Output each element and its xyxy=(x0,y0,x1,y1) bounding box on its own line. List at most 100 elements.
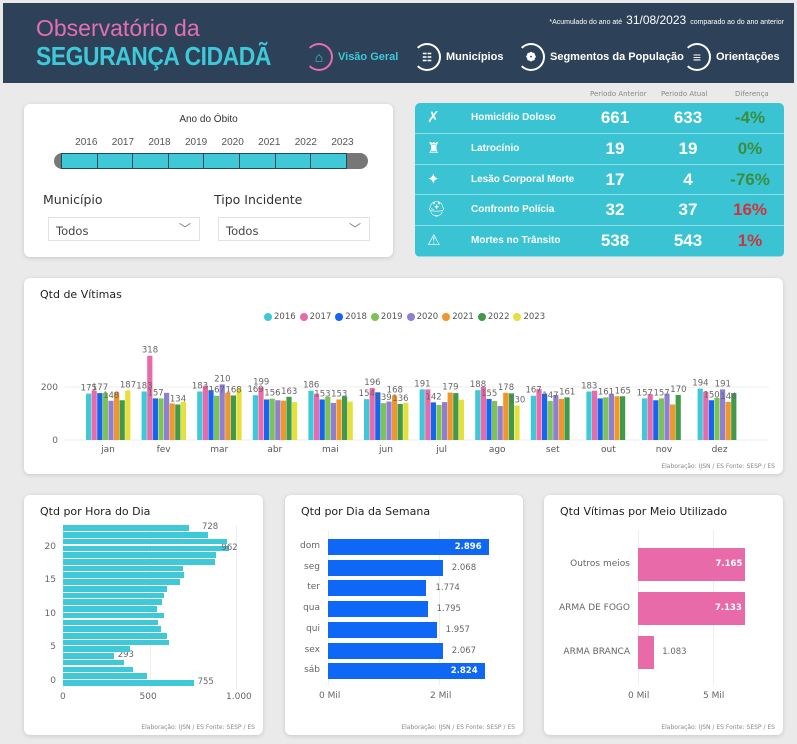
bar-2018-jan[interactable] xyxy=(97,393,103,440)
bar-hour-6[interactable] xyxy=(63,639,169,646)
bar-2023-jan[interactable] xyxy=(125,390,131,440)
nav-segmentos[interactable]: ❁ Segmentos da População xyxy=(517,41,684,73)
bar-2020-fev[interactable] xyxy=(164,392,170,440)
bar-hour-13[interactable] xyxy=(63,592,164,599)
bar-2017-out[interactable] xyxy=(592,390,598,440)
legend-item[interactable]: 2018 xyxy=(335,312,367,322)
bar-2016-jan[interactable] xyxy=(86,393,92,440)
bar-2022-out[interactable] xyxy=(620,396,626,440)
bar-2020-mar[interactable] xyxy=(219,384,225,440)
bar-2017-fev[interactable] xyxy=(147,355,153,440)
year-segment[interactable] xyxy=(238,153,276,169)
bar-2022-ago[interactable] xyxy=(508,393,514,440)
bar-2018-nov[interactable] xyxy=(653,400,659,440)
bar-2018-fev[interactable] xyxy=(152,398,158,440)
bar-2020-set[interactable] xyxy=(553,394,559,440)
bar-hour-15[interactable] xyxy=(63,579,180,585)
bar-2019-jun[interactable] xyxy=(380,403,386,440)
bar-2023-mai[interactable] xyxy=(347,401,353,440)
bar-2019-jan[interactable] xyxy=(102,392,108,440)
bar-2019-fev[interactable] xyxy=(158,398,164,440)
bar-ter[interactable] xyxy=(328,580,427,597)
bar-2016-ago[interactable] xyxy=(475,390,481,440)
bar-hour-0[interactable] xyxy=(63,680,194,686)
municipio-dropdown[interactable]: Todos ﹀ xyxy=(48,217,200,241)
bar-qui[interactable] xyxy=(328,621,437,638)
bar-hour-12[interactable] xyxy=(63,599,163,605)
bar-dom[interactable] xyxy=(328,539,489,555)
bar-hour-7[interactable] xyxy=(63,632,168,639)
legend-item[interactable]: 2016 xyxy=(264,312,296,322)
year-slider-segments[interactable] xyxy=(61,153,347,169)
bar-2021-mar[interactable] xyxy=(225,392,231,440)
bar-2018-mar[interactable] xyxy=(208,390,214,440)
bar-2016-out[interactable] xyxy=(586,391,592,440)
bar-sáb[interactable] xyxy=(328,663,485,680)
bar-2020-jul[interactable] xyxy=(442,402,448,440)
bar-2019-nov[interactable] xyxy=(658,398,664,440)
bar-2017-jul[interactable] xyxy=(425,389,431,440)
bar-2021-set[interactable] xyxy=(558,398,564,440)
nav-municipios[interactable]: ☷ Municípios xyxy=(413,41,503,73)
bar-2023-mar[interactable] xyxy=(236,388,242,440)
bar-2017-mar[interactable] xyxy=(202,385,208,440)
bar-2016-mai[interactable] xyxy=(308,390,314,440)
year-segment[interactable] xyxy=(61,153,98,169)
bar-qua[interactable] xyxy=(328,601,428,618)
bar-sex[interactable] xyxy=(328,642,443,659)
bar-2023-abr[interactable] xyxy=(292,402,298,440)
bar-meio[interactable] xyxy=(638,548,746,581)
bar-hour-8[interactable] xyxy=(63,626,162,632)
legend-item[interactable]: 2023 xyxy=(513,312,545,322)
year-segment[interactable] xyxy=(96,153,134,169)
kpi-row[interactable]: ✦ Lesão Corporal Morte 17 4 -76% xyxy=(415,165,784,196)
bar-hour-20[interactable] xyxy=(63,545,230,552)
bar-2018-ago[interactable] xyxy=(486,398,492,440)
legend-item[interactable]: 2022 xyxy=(477,312,509,322)
bar-2021-jan[interactable] xyxy=(114,392,120,440)
bar-2020-ago[interactable] xyxy=(497,406,503,440)
bar-2020-abr[interactable] xyxy=(275,400,281,440)
legend-item[interactable]: 2019 xyxy=(370,312,403,322)
bar-2022-dez[interactable] xyxy=(731,393,737,440)
bar-2022-mar[interactable] xyxy=(230,395,236,440)
bar-2018-set[interactable] xyxy=(542,393,548,440)
kpi-row[interactable]: ✗ Homicídio Doloso 661 633 -4% xyxy=(415,103,784,134)
bar-2021-jul[interactable] xyxy=(447,392,453,440)
bar-2023-jun[interactable] xyxy=(403,402,409,440)
bar-2021-ago[interactable] xyxy=(503,392,509,440)
legend-item[interactable]: 2020 xyxy=(406,312,438,322)
bar-hour-4[interactable] xyxy=(63,653,114,659)
year-segment[interactable] xyxy=(274,153,312,169)
bar-2022-mai[interactable] xyxy=(342,396,348,440)
bar-2017-jan[interactable] xyxy=(91,390,97,440)
bar-hour-18[interactable] xyxy=(63,559,215,565)
kpi-row[interactable]: ⛑ Confronto Polícia 32 37 16% xyxy=(415,195,784,227)
bar-2021-jun[interactable] xyxy=(392,395,398,440)
bar-2016-jun[interactable] xyxy=(364,399,370,440)
legend-item[interactable]: 2017 xyxy=(299,312,331,322)
bar-hour-2[interactable] xyxy=(63,666,133,673)
bar-2020-mai[interactable] xyxy=(330,402,336,440)
bar-2017-nov[interactable] xyxy=(647,394,653,440)
bar-hour-5[interactable] xyxy=(63,646,131,652)
bar-hour-23[interactable] xyxy=(63,525,189,532)
bar-2016-mar[interactable] xyxy=(197,391,203,440)
bar-2016-fev[interactable] xyxy=(141,391,147,440)
year-segment[interactable] xyxy=(132,153,169,169)
bar-hour-17[interactable] xyxy=(63,565,183,572)
bar-2016-nov[interactable] xyxy=(642,398,648,440)
nav-orientacoes[interactable]: ≡ Orientações xyxy=(683,41,780,73)
bar-hour-11[interactable] xyxy=(63,606,158,612)
bar-2017-ago[interactable] xyxy=(480,387,486,440)
tipo-incidente-dropdown[interactable]: Todos ﹀ xyxy=(218,217,370,241)
bar-2019-set[interactable] xyxy=(547,401,553,440)
bar-hour-10[interactable] xyxy=(63,612,164,619)
bar-2021-fev[interactable] xyxy=(169,403,175,440)
bar-2022-abr[interactable] xyxy=(286,396,292,440)
kpi-row[interactable]: ⚠ Mortes no Trânsito 538 543 1% xyxy=(415,226,784,257)
year-segment[interactable] xyxy=(203,153,240,169)
bar-2020-nov[interactable] xyxy=(664,393,670,440)
bar-hour-19[interactable] xyxy=(63,552,216,558)
bar-2016-set[interactable] xyxy=(530,395,536,440)
